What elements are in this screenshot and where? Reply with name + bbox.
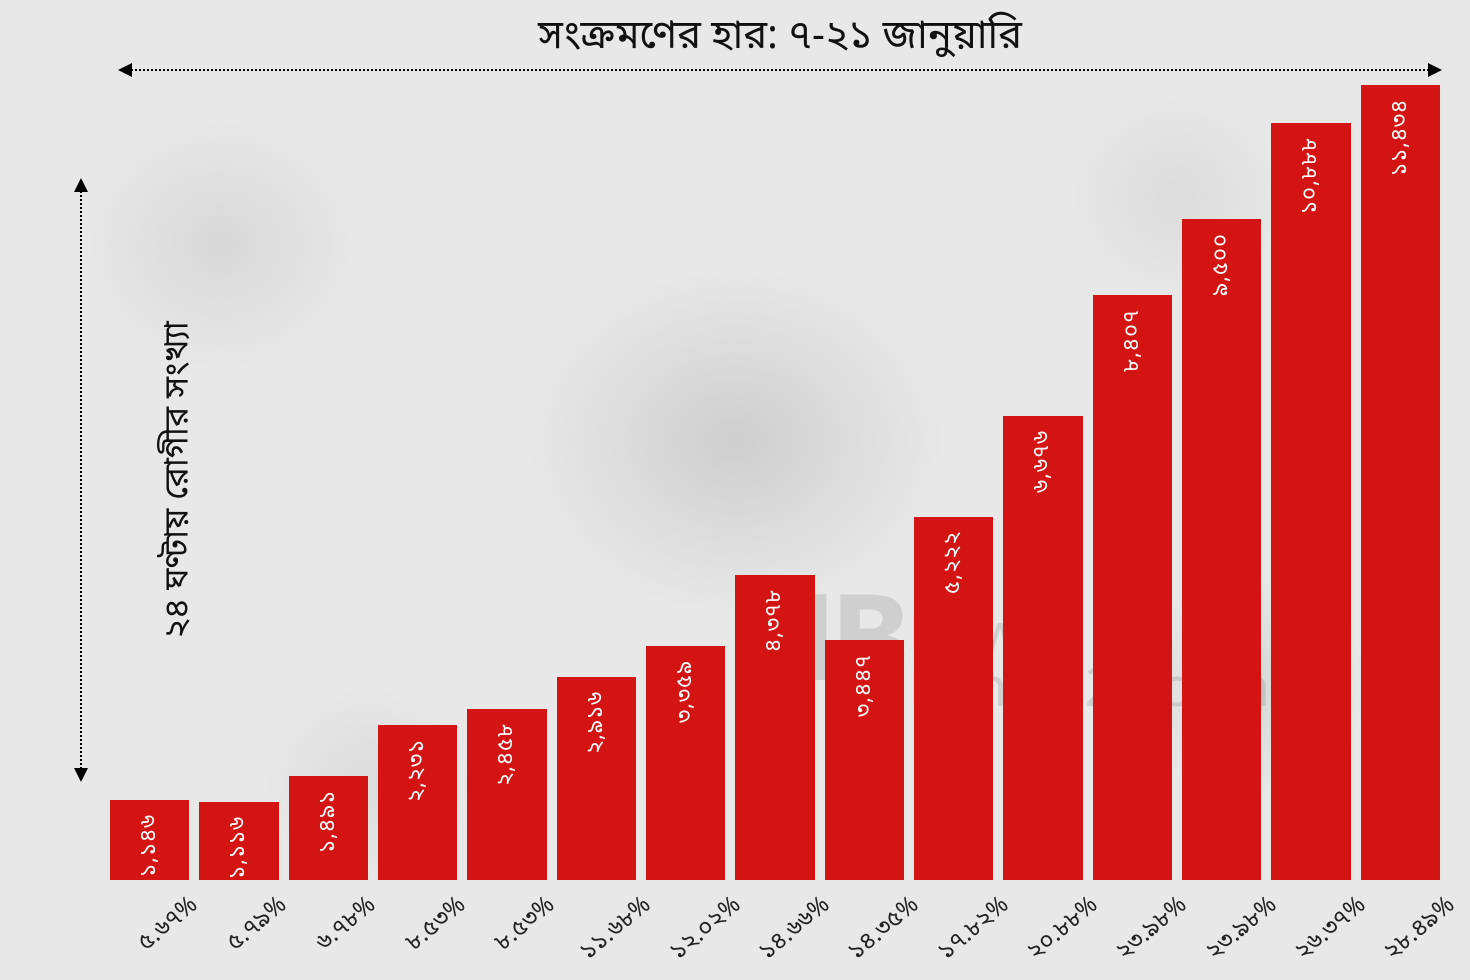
x-label-column: ২০.৮৮% [1003, 880, 1082, 980]
bar-column: ৮,৪০৭ [1093, 80, 1172, 880]
chart-plot-area: ১,১৪৬ ১,১১৬ ১,৪৯১ ২,২৩১ ২,৪৫৮ ২,৯১৬ ৩,৩৫৯ ৪,৩৭৮… [100, 80, 1450, 880]
x-label-column: ৫.৬৭% [110, 880, 189, 980]
y-axis-arrow [80, 180, 82, 780]
bar: ২,৯১৬ [557, 677, 636, 880]
bar-value-label: ৮,৪০৭ [1118, 309, 1147, 372]
bar-column: ১,১৪৬ [110, 80, 189, 880]
x-label-column: ৮.৫৩% [467, 880, 546, 980]
x-label-column: ১৭.৮২% [914, 880, 993, 980]
bar-value-label: ১১,৪৩৪ [1386, 99, 1415, 176]
bar: ৫,২২২ [914, 517, 993, 880]
x-axis-label: ৬.৭৮% [310, 890, 383, 959]
x-label-column: ১৪.৩৫% [825, 880, 904, 980]
bar: ২,৪৫৮ [467, 709, 546, 880]
chart-title: সংক্রমণের হার: ৭-২১ জানুয়ারি [120, 12, 1440, 65]
bar-value-label: ৬,৬৭৬ [1028, 430, 1057, 493]
bar: ৯,৫০০ [1182, 219, 1261, 880]
x-label-column: ২৩.৯৮% [1093, 880, 1172, 980]
bar-column: ২,৯১৬ [557, 80, 636, 880]
x-axis-label: ৫.৭৯% [221, 890, 294, 959]
bar: ১,৪৯১ [289, 776, 368, 880]
bar-value-label: ২,২৩১ [403, 739, 432, 802]
bar-column: ৪,৩৭৮ [735, 80, 814, 880]
bar-value-label: ১০,৮৮৮ [1296, 137, 1325, 214]
x-label-column: ২৮.৪৯% [1361, 880, 1440, 980]
bar-value-label: ৩,৩৫৯ [671, 660, 700, 723]
x-label-column: ৫.৭৯% [199, 880, 278, 980]
bar-value-label: ৯,৫০০ [1207, 233, 1236, 296]
bar: ১,১৪৬ [110, 800, 189, 880]
bar: ৮,৪০৭ [1093, 295, 1172, 880]
title-range-arrow [120, 69, 1440, 71]
x-label-column: ২৬.৩৭% [1271, 880, 1350, 980]
x-axis-label: ৮.৫৩% [399, 890, 472, 959]
bar: ২,২৩১ [378, 725, 457, 880]
chart-title-area: সংক্রমণের হার: ৭-২১ জানুয়ারি [120, 12, 1440, 71]
bar-column: ৬,৬৭৬ [1003, 80, 1082, 880]
bar-column: ৯,৫০০ [1182, 80, 1261, 880]
x-label-column: ১১.৬৮% [557, 880, 636, 980]
bar-value-label: ১,১১৬ [224, 816, 253, 879]
bar-column: ১০,৮৮৮ [1271, 80, 1350, 880]
bar-value-label: ১,৪৯১ [314, 790, 343, 853]
bar-column: ৫,২২২ [914, 80, 993, 880]
bar-column: ৩,৩৫৯ [646, 80, 725, 880]
bar-value-label: ২,৪৫৮ [492, 723, 521, 786]
bar: ৩,৪৪৭ [825, 640, 904, 880]
x-axis: ৫.৬৭%৫.৭৯%৬.৭৮%৮.৫৩%৮.৫৩%১১.৬৮%১২.০২%১৪.… [100, 880, 1450, 980]
x-label-column: ২৩.৯৮% [1182, 880, 1261, 980]
bar: ১,১১৬ [199, 802, 278, 880]
bar-value-label: ২,৯১৬ [582, 691, 611, 754]
bar-value-label: ৫,২২২ [939, 531, 968, 594]
x-axis-label: ৫.৬৭% [131, 890, 204, 959]
bar-column: ১,৪৯১ [289, 80, 368, 880]
x-label-column: ১২.০২% [646, 880, 725, 980]
x-axis-label: ৮.৫৩% [489, 890, 562, 959]
y-axis-area: ২৪ ঘণ্টায় রোগীর সংখ্যা [20, 180, 100, 780]
bar-column: ২,৪৫৮ [467, 80, 546, 880]
bar-column: ২,২৩১ [378, 80, 457, 880]
x-label-column: ৬.৭৮% [289, 880, 368, 980]
bar: ১০,৮৮৮ [1271, 123, 1350, 880]
bar-column: ১,১১৬ [199, 80, 278, 880]
bar: ৪,৩৭৮ [735, 575, 814, 880]
bar-value-label: ১,১৪৬ [135, 814, 164, 877]
x-label-column: ১৪.৬৬% [735, 880, 814, 980]
bar: ৩,৩৫৯ [646, 646, 725, 880]
bar-value-label: ৪,৩৭৮ [760, 589, 789, 652]
bar: ৬,৬৭৬ [1003, 416, 1082, 880]
bar-value-label: ৩,৪৪৭ [850, 654, 879, 717]
bar-column: ৩,৪৪৭ [825, 80, 904, 880]
bars-container: ১,১৪৬ ১,১১৬ ১,৪৯১ ২,২৩১ ২,৪৫৮ ২,৯১৬ ৩,৩৫৯ ৪,৩৭৮… [100, 80, 1450, 880]
bar-column: ১১,৪৩৪ [1361, 80, 1440, 880]
x-label-column: ৮.৫৩% [378, 880, 457, 980]
x-axis-label: ২৮.৪৯% [1378, 890, 1462, 968]
bar: ১১,৪৩৪ [1361, 85, 1440, 880]
